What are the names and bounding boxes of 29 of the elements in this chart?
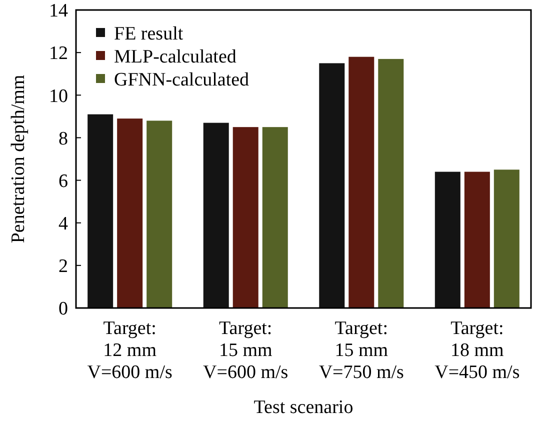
bar <box>464 172 490 308</box>
y-tick-label: 2 <box>58 256 68 278</box>
bar <box>88 114 114 308</box>
legend-label: FE result <box>114 24 184 45</box>
y-tick-label: 8 <box>58 128 68 150</box>
bar <box>494 170 520 308</box>
y-tick-label: 12 <box>49 43 68 64</box>
x-axis-title: Test scenario <box>254 397 354 418</box>
bar <box>434 172 460 308</box>
bar <box>378 58 404 308</box>
legend-label: GFNN-calculated <box>114 70 250 91</box>
bar <box>117 118 143 308</box>
bar <box>319 63 345 308</box>
y-tick-label: 4 <box>58 214 68 235</box>
legend-label: MLP-calculated <box>114 46 237 68</box>
bar <box>262 127 288 308</box>
y-tick-label: 14 <box>49 0 68 22</box>
bar <box>146 120 172 308</box>
bar <box>232 127 258 308</box>
y-tick-label: 10 <box>49 86 68 107</box>
x-tick-label: Target: 15 mm V=600 m/s <box>203 318 288 383</box>
x-tick-label: Target: 18 mm V=450 m/s <box>434 318 520 383</box>
bar <box>203 122 229 308</box>
y-tick-label: 0 <box>58 298 68 320</box>
x-tick-label: Target: 15 mm V=750 m/s <box>318 318 404 383</box>
y-tick-label: 6 <box>58 170 68 192</box>
y-axis-title: Penetration depth/mm <box>8 74 29 244</box>
bar <box>348 56 374 308</box>
x-tick-label: Target: 12 mm V=600 m/s <box>87 318 172 383</box>
